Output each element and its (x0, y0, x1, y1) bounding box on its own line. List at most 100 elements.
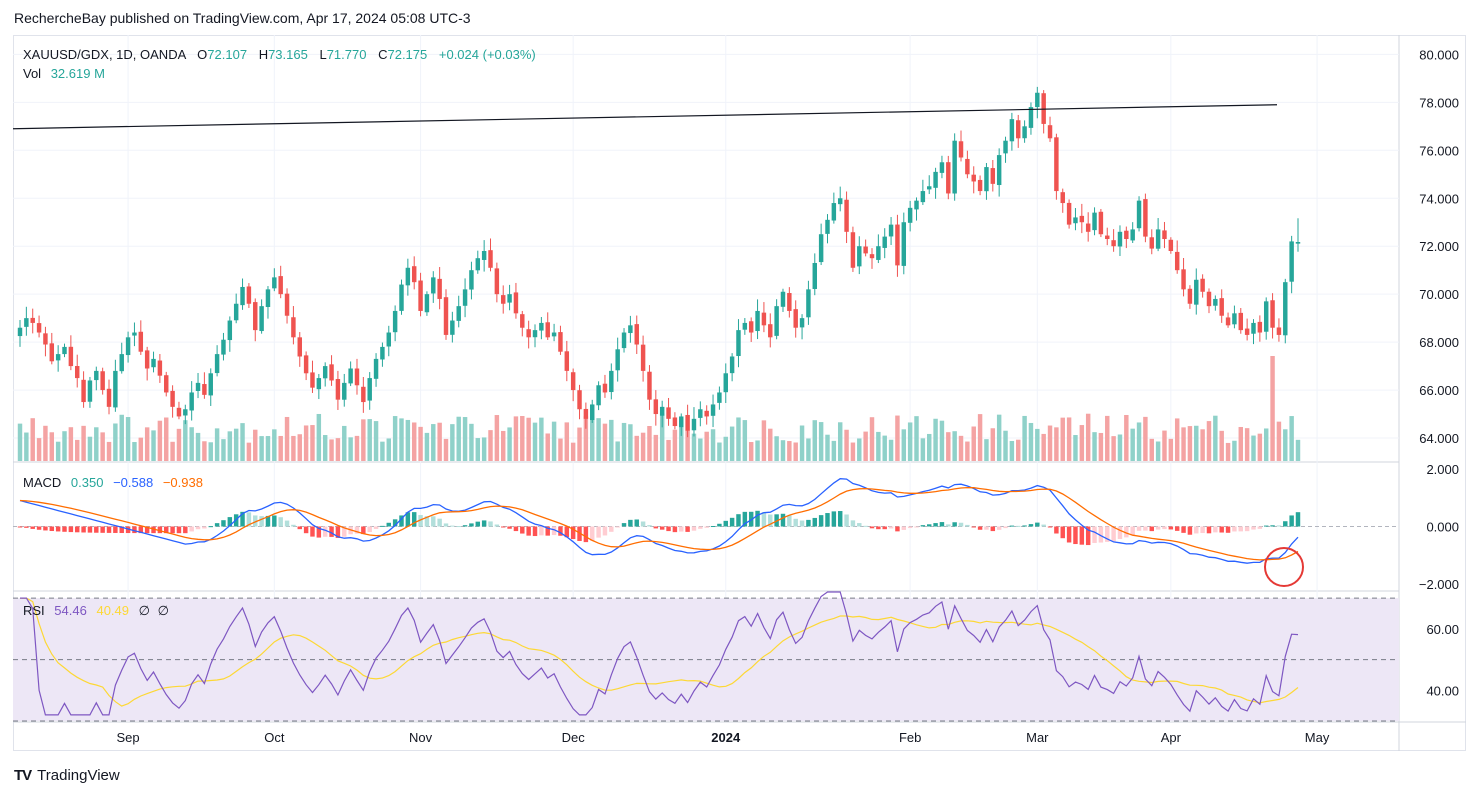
candle-body (971, 174, 976, 182)
macd-histogram-bar (176, 526, 182, 534)
legend-o-label: O (197, 47, 207, 62)
candle (450, 311, 455, 343)
candle-body (825, 219, 830, 234)
candle-body (481, 251, 487, 260)
candle-body (284, 293, 290, 316)
macd-histogram-bar (322, 526, 328, 537)
volume-bar (1263, 428, 1269, 461)
candle-body (507, 294, 512, 303)
macd-histogram-bar (30, 526, 35, 529)
volume-bar (62, 431, 67, 461)
candle (278, 265, 283, 299)
volume-bar (857, 438, 862, 461)
candle-body (475, 258, 481, 271)
macd-histogram-bar (1003, 526, 1008, 529)
candle-body (74, 366, 80, 379)
volume-bar (1066, 417, 1072, 461)
macd-histogram-bar (119, 526, 124, 534)
macd-histogram-bar (329, 526, 334, 537)
candle (405, 258, 411, 296)
tradingview-footer[interactable]: TV TradingView (14, 767, 120, 784)
macd-histogram-bar (1213, 526, 1218, 533)
macd-histogram-bar (456, 526, 461, 528)
candle-body (443, 297, 449, 335)
candle-body (272, 277, 277, 289)
macd-histogram-bar (259, 516, 264, 527)
price-axis-label: 64.000 (1419, 431, 1459, 446)
candle-body (462, 289, 468, 306)
candle-body (1200, 278, 1205, 292)
macd-histogram-bar (768, 514, 773, 527)
volume-bar (418, 426, 423, 461)
candle-body (1213, 298, 1218, 306)
macd-histogram-bar (1073, 526, 1078, 545)
candle (857, 236, 862, 275)
volume-bar (596, 418, 601, 461)
macd-histogram-bar (132, 526, 137, 534)
legend-main: XAUUSD/GDX, 1D, OANDA O72.107 H73.165 L7… (23, 47, 536, 62)
macd-histogram-bar (1060, 526, 1065, 539)
candle-body (227, 320, 233, 341)
macd-histogram-bar (831, 511, 837, 527)
candle (1155, 218, 1161, 252)
macd-histogram-bar (723, 520, 728, 527)
candle (863, 239, 868, 257)
macd-histogram-bar (405, 512, 411, 527)
macd-histogram-bar (1283, 521, 1288, 527)
volume-bar (1194, 425, 1199, 461)
volume-bar (799, 425, 805, 461)
candle-body (717, 392, 722, 403)
volume-bar (647, 426, 652, 461)
macd-histogram-bar (1219, 526, 1224, 533)
volume-bar (329, 439, 334, 461)
volume-bar (577, 427, 582, 461)
candle-body (691, 418, 697, 431)
volume-bar (1143, 416, 1148, 461)
volume-bar (551, 421, 557, 461)
trendline[interactable] (12, 104, 1278, 130)
macd-histogram-bar (373, 526, 379, 529)
candle (411, 256, 417, 290)
volume-bar (106, 441, 112, 461)
candle (291, 306, 296, 345)
volume-bar (907, 422, 913, 461)
macd-histogram-bar (195, 526, 201, 530)
candle (1244, 318, 1250, 341)
volume-bar (233, 428, 239, 461)
volume-bar (1181, 427, 1186, 461)
candle-body (844, 199, 849, 232)
candle (895, 214, 900, 277)
candle (844, 191, 849, 244)
candle (958, 130, 964, 162)
macd-histogram-bar (380, 525, 385, 527)
macd-histogram-bar (965, 524, 970, 527)
volume-bar (361, 419, 366, 461)
volume-bar (443, 438, 449, 461)
macd-histogram-bar (888, 526, 894, 529)
volume-bar (888, 439, 894, 461)
candle (125, 331, 131, 363)
candle-body (1174, 251, 1180, 271)
volume-bar (1047, 425, 1053, 461)
volume-bar (17, 423, 23, 461)
volume-bar (94, 427, 99, 461)
volume-bar (723, 436, 728, 461)
volume-bar (990, 428, 996, 461)
macd-histogram-bar (1066, 526, 1072, 543)
macd-histogram-bar (958, 522, 964, 527)
candle-body (106, 388, 112, 407)
candle (1162, 221, 1167, 249)
macd-histogram-bar (100, 526, 105, 533)
macd-histogram-bar (920, 525, 926, 527)
candle (1213, 295, 1218, 311)
volume-bar (119, 414, 124, 461)
volume-bar (952, 431, 957, 461)
candle-body (202, 384, 207, 395)
candle-body (144, 350, 150, 369)
candle-body (920, 191, 926, 203)
candle-body (558, 332, 563, 352)
macd-histogram-bar (1238, 526, 1244, 532)
candle (768, 313, 773, 348)
candle (1206, 288, 1212, 314)
